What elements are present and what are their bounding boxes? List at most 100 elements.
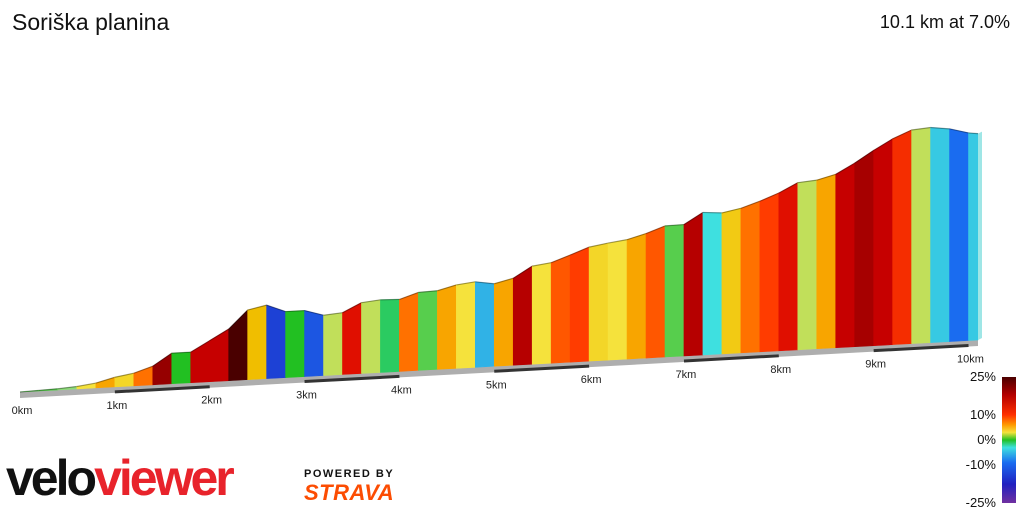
x-tick-label: 5km bbox=[486, 379, 507, 391]
grade-segment bbox=[892, 129, 912, 345]
veloviewer-wordmark: veloviewer bbox=[6, 448, 235, 508]
grade-segment bbox=[835, 162, 855, 349]
profile-edge bbox=[532, 262, 552, 267]
profile-edge bbox=[911, 126, 931, 131]
grade-segment bbox=[949, 128, 969, 342]
profile-edge bbox=[95, 376, 116, 384]
profile-edge bbox=[228, 309, 249, 330]
x-tick-label: 4km bbox=[391, 384, 412, 396]
profile-edge bbox=[418, 290, 438, 293]
grade-segment bbox=[930, 127, 950, 343]
grade-segment bbox=[683, 211, 704, 357]
veloviewer-logo: veloviewer POWERED BY STRAVA bbox=[6, 450, 426, 512]
profile-edge bbox=[76, 382, 96, 388]
profile-edge bbox=[152, 352, 173, 367]
km-scale-bar bbox=[304, 374, 400, 384]
legend-tick-label: -25% bbox=[966, 495, 997, 510]
profile-edge bbox=[873, 138, 893, 151]
grade-segment bbox=[778, 182, 799, 352]
ground-layer bbox=[20, 340, 978, 398]
profile-edge bbox=[456, 281, 476, 286]
profile-edge bbox=[19, 389, 40, 393]
grade-segment bbox=[911, 127, 931, 344]
grade-segment bbox=[569, 246, 590, 363]
chart-title: Soriška planina bbox=[12, 9, 170, 35]
grade-segment bbox=[342, 302, 362, 375]
wordmark-velo: velo bbox=[6, 450, 97, 506]
profile-edge bbox=[778, 182, 799, 194]
profile-edge bbox=[475, 281, 495, 285]
grade-segment bbox=[873, 138, 893, 346]
profile-edge bbox=[171, 351, 191, 354]
profile-edge bbox=[930, 126, 950, 130]
legend-tick-label: 10% bbox=[970, 407, 996, 422]
profile-edge bbox=[626, 232, 647, 241]
grade-segment bbox=[740, 200, 761, 354]
grade-segment bbox=[588, 242, 609, 362]
profile-end-face bbox=[978, 131, 982, 340]
grade-segment bbox=[721, 207, 742, 355]
profile-edge bbox=[114, 372, 134, 378]
grade-segment bbox=[247, 304, 267, 380]
grade-segment bbox=[512, 265, 533, 366]
grade-segment bbox=[664, 224, 685, 358]
grade-segment bbox=[456, 281, 476, 369]
grade-segment bbox=[626, 233, 647, 360]
grade-segment bbox=[759, 192, 780, 353]
grade-segment bbox=[323, 312, 343, 376]
legend-tick-label: 0% bbox=[977, 432, 996, 447]
km-scale: 0km 1km 2km 3km 4km 5km 6km 7km 8km 9km 10km bbox=[12, 344, 984, 417]
profile-edge bbox=[133, 365, 154, 374]
profile-edge bbox=[399, 291, 419, 300]
grade-segment bbox=[474, 281, 495, 368]
x-tick-label: 1km bbox=[106, 400, 127, 412]
grade-segment bbox=[968, 132, 979, 341]
profile-edge bbox=[304, 309, 324, 316]
profile-edge bbox=[721, 207, 742, 214]
x-tick-label: 3km bbox=[296, 390, 317, 402]
x-tick-label: 0km bbox=[12, 405, 33, 417]
profile-edge bbox=[512, 265, 533, 279]
grade-segment bbox=[304, 310, 324, 377]
km-scale-bar bbox=[873, 344, 969, 353]
climb-summary: 10.1 km at 7.0% bbox=[879, 12, 1010, 32]
profile-edge bbox=[209, 328, 229, 342]
grade-segment bbox=[797, 179, 818, 351]
profile-edge bbox=[361, 299, 381, 304]
profile-edge bbox=[797, 179, 817, 184]
grade-segment bbox=[854, 149, 874, 348]
grade-segment bbox=[493, 277, 514, 367]
x-tick-label: 6km bbox=[581, 374, 602, 386]
grade-segments bbox=[19, 126, 982, 393]
profile-edge bbox=[835, 162, 855, 175]
grade-segment bbox=[380, 299, 400, 373]
grade-segment bbox=[399, 291, 419, 372]
profile-edge bbox=[285, 309, 305, 313]
grade-segment bbox=[418, 290, 438, 371]
profile-edge bbox=[854, 149, 874, 164]
profile-edge bbox=[323, 312, 343, 316]
km-scale-bar bbox=[114, 385, 210, 394]
grade-segment bbox=[702, 212, 723, 356]
profile-edge bbox=[740, 200, 761, 209]
grade-segment bbox=[228, 309, 248, 381]
ground-strip bbox=[20, 340, 978, 398]
grade-segment bbox=[607, 239, 628, 361]
x-tick-label: 2km bbox=[201, 395, 222, 407]
x-tick-label: 7km bbox=[676, 369, 697, 381]
x-tick-label: 10km bbox=[957, 354, 984, 366]
legend-color-bar bbox=[1002, 377, 1016, 503]
strava-logo: STRAVA bbox=[304, 480, 395, 505]
profile-edge bbox=[759, 192, 780, 202]
grade-segment bbox=[816, 173, 837, 350]
profile-edge bbox=[494, 277, 514, 285]
grade-segment bbox=[171, 351, 192, 385]
grade-segment bbox=[550, 254, 571, 364]
x-tick-label: 8km bbox=[770, 364, 791, 376]
grade-segment bbox=[152, 352, 173, 386]
km-scale-bar bbox=[494, 364, 590, 373]
profile-edge bbox=[664, 223, 685, 227]
profile-edge bbox=[683, 211, 704, 226]
grade-segment bbox=[645, 225, 666, 359]
